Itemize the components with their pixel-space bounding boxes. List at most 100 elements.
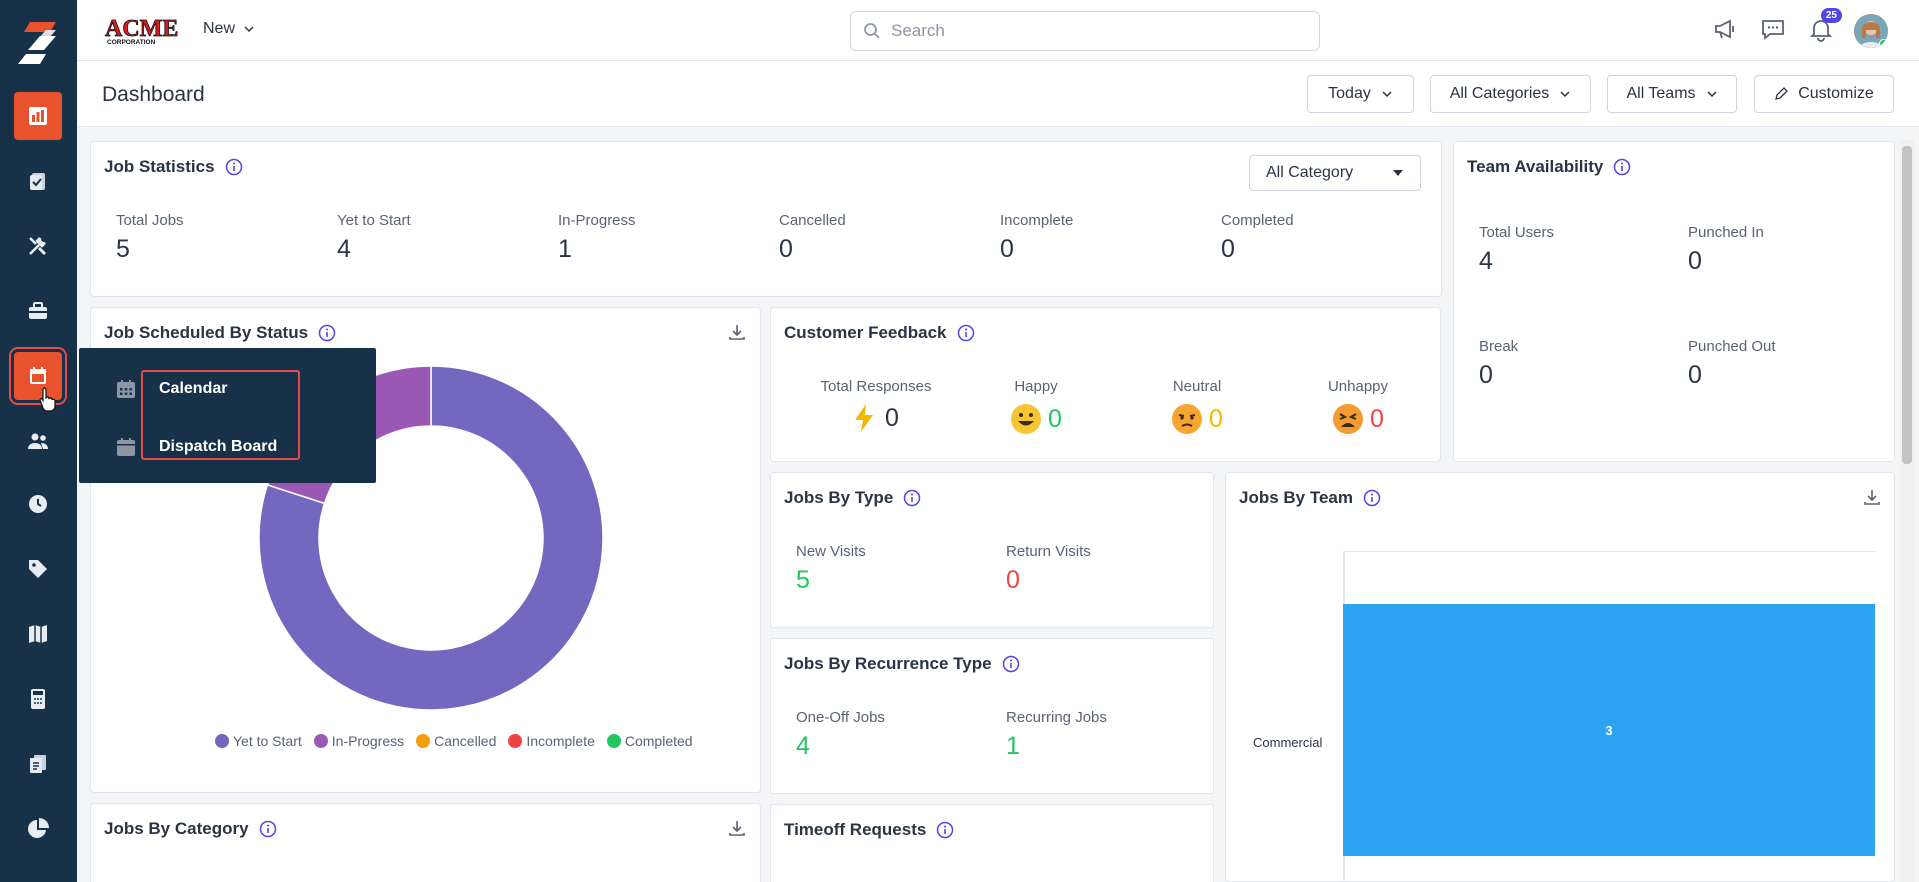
page-scrollbar[interactable] (1900, 140, 1914, 882)
stat-yet-to-start: Yet to Start 4 (337, 212, 411, 264)
user-avatar[interactable] (1854, 14, 1888, 48)
sidebar-item-time[interactable] (14, 480, 62, 528)
sidebar-item-schedule[interactable] (9, 347, 67, 405)
svg-text:CORPORATION: CORPORATION (107, 39, 156, 46)
info-icon[interactable] (1363, 489, 1381, 507)
download-icon[interactable] (727, 818, 747, 838)
info-icon[interactable] (957, 324, 975, 342)
info-icon[interactable] (1613, 158, 1631, 176)
legend-item-in-progress[interactable]: In-Progress (313, 733, 404, 749)
info-icon[interactable] (1002, 655, 1020, 673)
feedback-label: Unhappy (1327, 378, 1389, 395)
stat-punched-in: Punched In 0 (1688, 224, 1764, 276)
happy-face-icon (1011, 404, 1042, 434)
flyout-label: Calendar (159, 380, 228, 397)
chart-legend: Yet to Start In-Progress Cancelled Incom… (215, 733, 693, 749)
new-button[interactable]: New (203, 20, 255, 38)
tag-icon (29, 560, 47, 578)
sidebar-item-tags[interactable] (14, 545, 62, 593)
category-filter-dropdown[interactable]: All Categories (1430, 75, 1591, 113)
team-filter-label: All Teams (1626, 85, 1696, 102)
feedback-label: Neutral (1172, 378, 1222, 395)
chevron-down-icon (244, 26, 254, 33)
chevron-down-icon (1560, 91, 1570, 98)
stat-cancelled: Cancelled 0 (779, 212, 846, 264)
stat-label: New Visits (796, 543, 866, 560)
sidebar-item-map[interactable] (14, 610, 62, 658)
sidebar-item-briefcase[interactable] (14, 287, 62, 335)
sidebar-item-users[interactable] (14, 417, 62, 465)
unhappy-face-icon (1333, 404, 1364, 434)
info-icon[interactable] (936, 821, 954, 839)
jobs-by-category-card: Jobs By Category (90, 803, 761, 882)
info-icon[interactable] (225, 158, 243, 176)
date-filter-dropdown[interactable]: Today (1307, 75, 1414, 113)
legend-item-yet-to-start[interactable]: Yet to Start (215, 733, 302, 749)
tools-icon (29, 237, 47, 256)
sidebar-item-jobs[interactable] (14, 157, 62, 205)
info-icon[interactable] (259, 820, 277, 838)
download-icon[interactable] (727, 322, 747, 342)
stat-label: Total Jobs (116, 212, 184, 229)
legend-item-cancelled[interactable]: Cancelled (416, 733, 496, 749)
legend-item-completed[interactable]: Completed (606, 733, 693, 749)
sidebar-item-dashboard[interactable] (14, 92, 62, 140)
stat-value: 0 (779, 235, 793, 263)
notifications-button[interactable]: 25 (1806, 8, 1842, 44)
new-label: New (203, 20, 236, 37)
online-status-dot (1879, 39, 1888, 48)
category-select-label: All Category (1266, 164, 1354, 181)
stat-return-visits: Return Visits 0 (1006, 543, 1091, 595)
card-title-text: Job Statistics (104, 157, 215, 176)
stat-in-progress: In-Progress 1 (558, 212, 636, 264)
stat-label: Return Visits (1006, 543, 1091, 560)
app-logo[interactable] (16, 20, 60, 64)
sidebar-item-reports[interactable] (14, 805, 62, 853)
feedback-total: Total Responses 0 (806, 378, 946, 433)
bar-commercial[interactable]: 3 (1343, 604, 1875, 856)
flyout-item-dispatch-board[interactable]: Dispatch Board (115, 436, 277, 458)
stat-completed: Completed 0 (1221, 212, 1294, 264)
flyout-label: Dispatch Board (159, 438, 278, 455)
customize-button[interactable]: Customize (1754, 75, 1894, 113)
feedback-neutral: Neutral 0 (1147, 378, 1247, 435)
sidebar (0, 0, 77, 882)
category-select[interactable]: All Category (1249, 155, 1421, 191)
page-header: Dashboard Today All Categories All Teams… (77, 61, 1919, 127)
stat-value: 0 (1688, 361, 1702, 389)
top-bar: ACME CORPORATION New 25 (77, 0, 1919, 61)
stat-value: 4 (1479, 247, 1493, 275)
legend-item-incomplete[interactable]: Incomplete (508, 733, 595, 749)
megaphone-icon (1715, 19, 1734, 39)
info-icon[interactable] (903, 489, 921, 507)
sidebar-item-tools[interactable] (14, 222, 62, 270)
card-title-text: Jobs By Recurrence Type (784, 654, 992, 673)
donut-slice-yet-to-start[interactable] (258, 365, 604, 711)
sidebar-item-calculator[interactable] (14, 675, 62, 723)
info-icon[interactable] (318, 324, 336, 342)
team-filter-dropdown[interactable]: All Teams (1607, 75, 1737, 113)
caret-down-icon (1393, 170, 1403, 176)
page-title: Dashboard (102, 83, 205, 106)
brand-logo[interactable]: ACME CORPORATION (103, 14, 181, 46)
notification-badge: 25 (1820, 8, 1842, 23)
card-title-text: Jobs By Type (784, 488, 894, 507)
messages-button[interactable] (1758, 14, 1788, 44)
download-icon[interactable] (1862, 487, 1882, 507)
calculator-icon (31, 689, 45, 709)
stat-label: Cancelled (779, 212, 846, 229)
stat-label: Break (1479, 338, 1519, 355)
card-title-text: Jobs By Category (104, 819, 249, 838)
briefcase-icon (29, 302, 47, 319)
search-input[interactable] (891, 21, 1291, 41)
sidebar-item-documents[interactable] (14, 740, 62, 788)
search-box[interactable] (850, 11, 1320, 51)
announcements-button[interactable] (1710, 14, 1740, 44)
scrollbar-thumb[interactable] (1902, 146, 1912, 464)
flyout-item-calendar[interactable]: Calendar (115, 378, 227, 400)
axis-label-commercial: Commercial (1253, 735, 1323, 750)
stat-total-jobs: Total Jobs 5 (116, 212, 184, 264)
stat-value: 0 (1688, 247, 1702, 275)
feedback-unhappy: Unhappy 0 (1308, 378, 1408, 435)
card-title-text: Team Availability (1467, 157, 1604, 176)
